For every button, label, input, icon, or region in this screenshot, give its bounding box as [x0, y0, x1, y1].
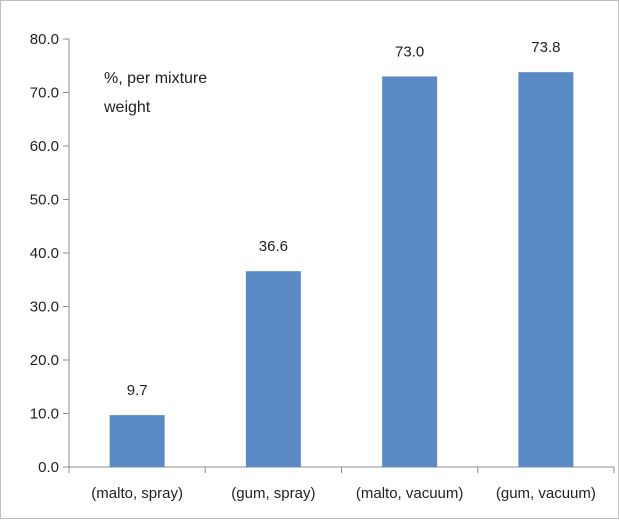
y-tick-label: 80.0: [30, 31, 59, 48]
x-category-label: (malto, vacuum): [356, 485, 464, 502]
annotation-line-2: weight: [103, 99, 151, 116]
data-labels: 9.7 36.6 73.0 73.8: [127, 39, 561, 399]
data-label: 73.0: [395, 43, 424, 60]
y-axis: 0.0 10.0 20.0 30.0 40.0 50.0 60.0 70.0 80.0: [30, 31, 70, 476]
data-label: 73.8: [531, 39, 560, 56]
x-category-label: (gum, vacuum): [496, 485, 596, 502]
y-tick-label: 10.0: [30, 406, 59, 423]
bar: [245, 271, 301, 467]
x-axis: (malto, spray) (gum, spray) (malto, vacuum…: [68, 466, 615, 502]
data-label: 36.6: [259, 238, 288, 255]
y-tick-label: 70.0: [30, 85, 59, 102]
y-tick-label: 0.0: [38, 459, 59, 476]
y-tick-label: 30.0: [30, 299, 59, 316]
x-category-label: (malto, spray): [91, 485, 183, 502]
bar: [382, 76, 438, 467]
y-tick-label: 40.0: [30, 245, 59, 262]
y-tick-label: 60.0: [30, 138, 59, 155]
annotation-line-1: %, per mixture: [104, 70, 207, 87]
y-tick-label: 50.0: [30, 192, 59, 209]
bars: [109, 72, 574, 468]
bar: [518, 72, 574, 468]
bar: [109, 415, 165, 467]
data-label: 9.7: [127, 382, 148, 399]
y-tick-label: 20.0: [30, 352, 59, 369]
x-category-label: (gum, spray): [231, 485, 315, 502]
